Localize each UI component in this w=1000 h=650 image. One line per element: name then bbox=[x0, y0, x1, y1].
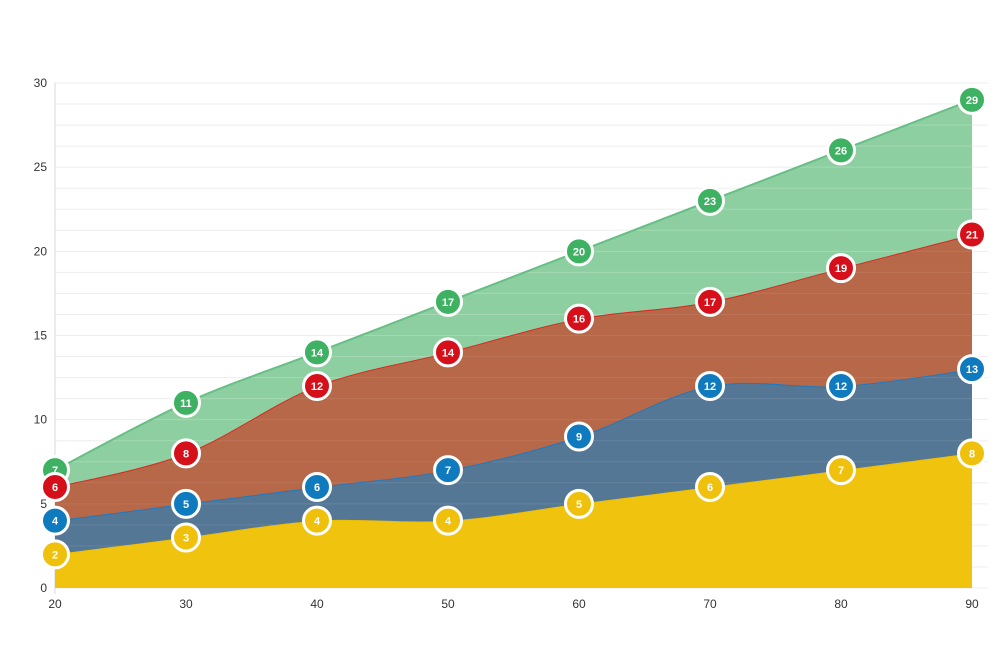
marker-label-red-x50: 14 bbox=[442, 347, 455, 359]
marker-label-yellow-x20: 2 bbox=[52, 549, 58, 561]
marker-blue-x30[interactable] bbox=[171, 488, 201, 519]
x-tick-label-40: 40 bbox=[310, 597, 324, 611]
marker-label-yellow-x40: 4 bbox=[314, 516, 321, 528]
marker-red-x40[interactable] bbox=[302, 371, 332, 401]
marker-label-red-x30: 8 bbox=[183, 448, 189, 460]
marker-label-green-x60: 20 bbox=[573, 246, 585, 258]
marker-label-blue-x50: 7 bbox=[445, 465, 451, 477]
marker-label-yellow-x70: 6 bbox=[707, 482, 713, 494]
marker-label-red-x40: 12 bbox=[311, 381, 323, 393]
marker-green-x30[interactable] bbox=[171, 387, 201, 418]
y-tick-label-15: 15 bbox=[34, 329, 48, 343]
marker-label-blue-x80: 12 bbox=[835, 381, 847, 393]
marker-label-red-x70: 17 bbox=[704, 297, 716, 309]
area-red bbox=[55, 234, 972, 521]
marker-red-x90[interactable] bbox=[957, 219, 987, 250]
y-tick-label-5: 5 bbox=[40, 497, 47, 511]
marker-yellow-x40[interactable] bbox=[302, 505, 332, 536]
marker-red-x20[interactable] bbox=[40, 472, 70, 502]
marker-blue-x40[interactable] bbox=[302, 472, 332, 502]
marker-label-red-x20: 6 bbox=[52, 482, 58, 494]
marker-yellow-x20[interactable] bbox=[40, 539, 70, 570]
marker-green-x50[interactable] bbox=[433, 286, 463, 317]
marker-yellow-x30[interactable] bbox=[171, 522, 201, 553]
marker-label-green-x90: 29 bbox=[966, 95, 978, 107]
marker-label-yellow-x30: 3 bbox=[183, 533, 189, 545]
marker-label-blue-x20: 4 bbox=[52, 516, 59, 528]
x-tick-label-20: 20 bbox=[48, 597, 62, 611]
marker-label-red-x60: 16 bbox=[573, 314, 585, 326]
marker-red-x80[interactable] bbox=[826, 253, 856, 284]
marker-label-red-x90: 21 bbox=[966, 230, 978, 242]
marker-yellow-x60[interactable] bbox=[564, 488, 594, 519]
x-tick-label-90: 90 bbox=[965, 597, 979, 611]
marker-green-x60[interactable] bbox=[564, 236, 594, 267]
marker-label-green-x30: 11 bbox=[180, 398, 192, 410]
x-tick-label-30: 30 bbox=[179, 597, 193, 611]
marker-green-x80[interactable] bbox=[826, 135, 856, 166]
marker-label-blue-x60: 9 bbox=[576, 432, 582, 444]
marker-yellow-x90[interactable] bbox=[957, 438, 987, 469]
marker-blue-x20[interactable] bbox=[40, 505, 70, 536]
marker-label-blue-x90: 13 bbox=[966, 364, 978, 376]
marker-label-green-x50: 17 bbox=[442, 297, 454, 309]
marker-label-yellow-x80: 7 bbox=[838, 465, 844, 477]
y-tick-label-10: 10 bbox=[34, 413, 48, 427]
y-tick-label-25: 25 bbox=[34, 160, 48, 174]
marker-green-x90[interactable] bbox=[957, 84, 987, 115]
marker-label-blue-x70: 12 bbox=[704, 381, 716, 393]
marker-label-yellow-x90: 8 bbox=[969, 448, 975, 460]
marker-green-x40[interactable] bbox=[302, 337, 332, 368]
marker-red-x50[interactable] bbox=[433, 337, 463, 368]
marker-red-x60[interactable] bbox=[564, 303, 594, 334]
marker-label-blue-x30: 5 bbox=[183, 499, 189, 511]
marker-blue-x90[interactable] bbox=[957, 354, 987, 385]
marker-yellow-x70[interactable] bbox=[695, 472, 725, 502]
marker-label-green-x40: 14 bbox=[311, 347, 324, 359]
marker-red-x70[interactable] bbox=[695, 286, 725, 317]
y-tick-label-20: 20 bbox=[34, 244, 48, 258]
marker-label-blue-x40: 6 bbox=[314, 482, 320, 494]
marker-label-green-x20: 7 bbox=[52, 465, 58, 477]
marker-label-green-x80: 26 bbox=[835, 145, 847, 157]
y-tick-label-0: 0 bbox=[40, 581, 47, 595]
marker-green-x70[interactable] bbox=[695, 185, 725, 216]
x-tick-label-70: 70 bbox=[703, 597, 717, 611]
marker-label-yellow-x50: 4 bbox=[445, 516, 452, 528]
marker-label-green-x70: 23 bbox=[704, 196, 716, 208]
y-tick-label-30: 30 bbox=[34, 76, 48, 90]
marker-blue-x70[interactable] bbox=[695, 371, 725, 401]
marker-yellow-x50[interactable] bbox=[433, 505, 463, 536]
x-tick-label-60: 60 bbox=[572, 597, 586, 611]
marker-red-x30[interactable] bbox=[171, 438, 201, 469]
marker-label-red-x80: 19 bbox=[835, 263, 847, 275]
area-yellow bbox=[55, 453, 972, 588]
x-tick-label-80: 80 bbox=[834, 597, 848, 611]
marker-label-yellow-x60: 5 bbox=[576, 499, 582, 511]
x-tick-label-50: 50 bbox=[441, 597, 455, 611]
marker-blue-x80[interactable] bbox=[826, 371, 856, 401]
marker-yellow-x80[interactable] bbox=[826, 455, 856, 486]
marker-blue-x50[interactable] bbox=[433, 455, 463, 486]
area-green bbox=[55, 99, 972, 488]
marker-blue-x60[interactable] bbox=[564, 421, 594, 452]
area-blue bbox=[55, 369, 972, 555]
